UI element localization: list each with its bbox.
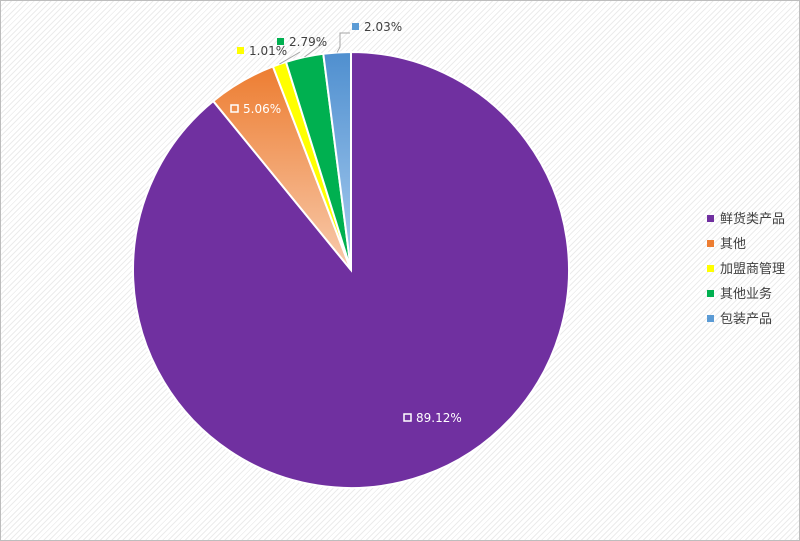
data-label-4: 2.03% — [364, 20, 402, 34]
data-label-key-4 — [352, 23, 359, 30]
data-label-key-0 — [403, 413, 412, 422]
legend-label-4: 包装产品 — [720, 312, 773, 327]
legend-swatch-3 — [707, 290, 714, 297]
legend-swatch-0 — [707, 215, 714, 222]
legend-item-2: 加盟商管理 — [707, 260, 785, 285]
data-label-0: 89.12% — [416, 411, 462, 425]
data-label-key-3 — [277, 38, 284, 45]
leader-line-2 — [279, 51, 301, 65]
legend-label-0: 鲜货类产品 — [720, 212, 786, 227]
legend-item-3: 其他业务 — [707, 285, 785, 310]
legend: 鲜货类产品 其他 加盟商管理 其他业务 包装产品 — [707, 210, 785, 335]
leader-line-3 — [304, 43, 323, 58]
data-label-1: 5.06% — [243, 102, 281, 116]
leader-line-4 — [336, 32, 350, 53]
legend-label-1: 其他 — [720, 237, 747, 252]
legend-swatch-1 — [707, 240, 714, 247]
legend-label-3: 其他业务 — [720, 287, 773, 302]
data-label-3: 2.79% — [289, 35, 327, 49]
pie-slice-4 — [322, 50, 352, 271]
legend-swatch-2 — [707, 265, 714, 272]
data-label-2: 1.01% — [249, 44, 287, 58]
legend-item-4: 包装产品 — [707, 310, 785, 335]
legend-label-2: 加盟商管理 — [720, 262, 786, 277]
legend-item-1: 其他 — [707, 235, 785, 260]
legend-item-0: 鲜货类产品 — [707, 210, 785, 235]
data-label-key-1 — [230, 104, 239, 113]
data-label-key-2 — [237, 47, 244, 54]
legend-swatch-4 — [707, 315, 714, 322]
